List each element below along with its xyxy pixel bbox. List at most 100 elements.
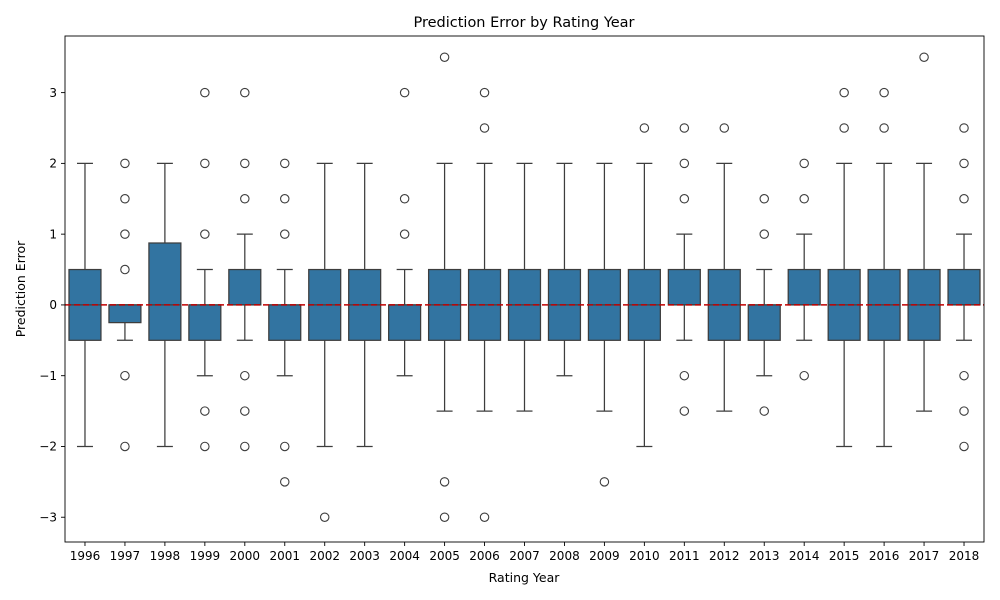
box-group-2017 [907, 52, 941, 412]
outlier-point [879, 87, 889, 98]
outlier-point [759, 229, 769, 239]
outlier-point [399, 194, 410, 204]
outlier-point [679, 370, 690, 381]
outlier-point [240, 370, 250, 381]
box [388, 304, 422, 341]
outlier-point [120, 194, 130, 204]
box-group-2013 [747, 194, 781, 416]
outlier-point [479, 123, 490, 133]
box-group-2000 [228, 87, 262, 452]
outlier-point [399, 229, 410, 239]
x-tick-label: 2005 [429, 549, 460, 563]
x-tick-label: 2015 [829, 549, 860, 563]
outlier-point [280, 194, 290, 204]
x-tick-label: 1996 [70, 549, 101, 563]
outlier-point [959, 370, 969, 381]
x-tick-label: 2017 [909, 549, 940, 563]
y-axis: −3 −2 −1 0 1 2 3 [39, 86, 65, 524]
x-tick-label: 1997 [110, 549, 141, 563]
outlier-point [879, 123, 889, 133]
box [148, 242, 182, 341]
outlier-point [679, 194, 690, 204]
box-group-1999 [188, 87, 222, 452]
box-group-2007 [507, 162, 542, 412]
outlier-point [240, 406, 250, 416]
box [747, 304, 781, 341]
outlier-point [240, 194, 250, 204]
x-tick-label: 2000 [230, 549, 261, 563]
outlier-point [120, 441, 130, 452]
outlier-point [200, 87, 210, 98]
y-tick-label: 1 [49, 227, 57, 241]
box [787, 268, 821, 306]
outlier-point [959, 123, 969, 133]
y-tick-label: −2 [39, 440, 57, 454]
outlier-point [439, 512, 450, 522]
box-group-2015 [827, 87, 861, 448]
box [667, 268, 701, 306]
y-tick-label: −3 [39, 510, 57, 524]
outlier-point [839, 123, 849, 133]
y-axis-title: Prediction Error [13, 240, 28, 337]
x-tick-label: 2011 [669, 549, 700, 563]
outlier-point [319, 512, 330, 522]
box-group-2010 [627, 123, 661, 448]
outlier-point [200, 406, 210, 416]
y-tick-label: 2 [49, 157, 57, 171]
box [228, 268, 262, 306]
box-group-1998 [148, 162, 182, 448]
x-tick-label: 2012 [709, 549, 740, 563]
box-group-2012 [707, 123, 741, 412]
outlier-point [959, 441, 969, 452]
x-tick-label: 2002 [309, 549, 340, 563]
x-tick-label: 1999 [190, 549, 221, 563]
box-group-1997 [108, 158, 142, 452]
outlier-point [240, 158, 250, 169]
x-tick-label: 2010 [629, 549, 660, 563]
outlier-point [959, 194, 969, 204]
box-group-2002 [308, 162, 342, 522]
outlier-point [399, 87, 410, 98]
x-tick-label: 1998 [150, 549, 181, 563]
x-tick-label: 2013 [749, 549, 780, 563]
outlier-point [280, 158, 290, 169]
box [108, 304, 142, 324]
outlier-point [679, 406, 690, 416]
outlier-point [759, 194, 769, 204]
outlier-point [719, 123, 730, 133]
box-group-2005 [427, 52, 462, 522]
x-tick-label: 2016 [869, 549, 900, 563]
y-tick-label: 3 [49, 86, 57, 100]
x-tick-label: 2009 [589, 549, 620, 563]
x-tick-label: 2018 [949, 549, 980, 563]
chart-title: Prediction Error by Rating Year [413, 15, 634, 31]
outlier-point [639, 123, 650, 133]
plot-area [64, 35, 985, 543]
box-group-2016 [867, 87, 901, 448]
outlier-point [280, 441, 290, 452]
outlier-point [679, 158, 690, 169]
x-tick-label: 2003 [349, 549, 380, 563]
x-tick-label: 2008 [549, 549, 580, 563]
x-tick-label: 2001 [269, 549, 300, 563]
x-tick-label: 2004 [389, 549, 420, 563]
outlier-point [479, 87, 490, 98]
outlier-point [799, 194, 809, 204]
outlier-point [759, 406, 769, 416]
outlier-point [120, 229, 130, 239]
x-tick-label: 2014 [789, 549, 820, 563]
x-axis: 1996 1997 1998 1999 2000 2001 2002 2003 2004 2005… [70, 542, 980, 563]
box-group-2008 [547, 162, 582, 377]
outlier-point [839, 87, 849, 98]
x-tick-label: 2007 [509, 549, 540, 563]
outlier-point [280, 477, 290, 487]
y-tick-label: 0 [49, 298, 57, 312]
outlier-point [439, 52, 450, 62]
outlier-point [200, 229, 210, 239]
box-group-2018 [947, 123, 981, 452]
box [188, 304, 222, 341]
outlier-point [479, 512, 490, 522]
outlier-point [120, 264, 130, 275]
